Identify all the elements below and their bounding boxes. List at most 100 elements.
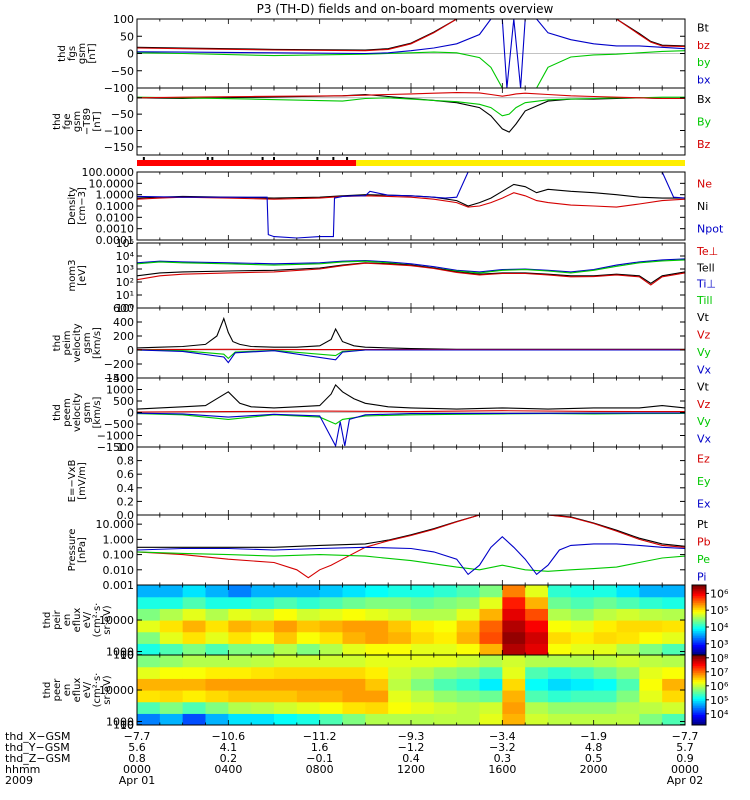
spectrogram-cell: [137, 655, 161, 668]
colorbar-step: [692, 691, 706, 694]
y-axis-title: peim: [62, 330, 73, 355]
spectrogram-cell: [251, 701, 275, 714]
legend-item-Ex: Ex: [697, 498, 711, 511]
spectrogram-cell: [548, 701, 572, 714]
colorbar-tick-label: 10³: [710, 638, 728, 651]
legend-item-Te⊥: Te⊥: [696, 245, 718, 258]
colorbar-step: [692, 676, 706, 679]
colorbar-step: [692, 669, 706, 672]
y-tick-label: 10000: [99, 684, 134, 697]
colorbar-step: [692, 700, 706, 703]
spectrogram-cell: [548, 585, 572, 598]
spectrogram-cell: [639, 608, 663, 621]
spectrogram-cell: [205, 701, 229, 714]
spectrogram-cell: [570, 643, 595, 655]
spectrogram-cell: [593, 678, 618, 691]
spectrogram-cell: [548, 608, 572, 621]
series-line-Pi: [137, 535, 685, 576]
colorbar-step: [692, 670, 706, 673]
footer-value: 0.4: [402, 752, 420, 765]
spectrogram-cell: [662, 655, 685, 668]
colorbar-step: [692, 648, 706, 651]
spectrogram-cell: [616, 596, 640, 609]
spectrogram-cell: [456, 620, 481, 633]
mode-bar-segment: [356, 160, 685, 166]
y-axis-title: eflux: [72, 608, 83, 633]
spectrogram-cell: [137, 713, 161, 725]
footer-value: 0800: [306, 763, 334, 776]
spectrogram-cell: [502, 713, 526, 725]
legend-item-Vy: Vy: [697, 346, 711, 359]
spectrogram-cell: [616, 701, 640, 714]
y-tick-label: 10⁴: [116, 250, 135, 263]
spectrogram-cell: [639, 690, 663, 703]
spectrogram-cell: [137, 701, 161, 714]
spectrogram-cell: [342, 596, 366, 609]
y-tick-label: 10000: [99, 614, 134, 627]
spectrogram-cell: [662, 608, 685, 621]
y-tick-label: 0: [127, 48, 134, 61]
y-tick-label: 400: [113, 316, 134, 329]
spectrogram-cell: [365, 631, 389, 644]
colorbar-step: [692, 695, 706, 698]
spectrogram-cell: [456, 713, 481, 725]
colorbar-step: [692, 639, 706, 642]
spectrogram-cell: [342, 643, 366, 655]
series-line-by: [137, 50, 685, 88]
series-lines: [137, 258, 685, 286]
colorbar-step: [692, 693, 706, 696]
panel-frame: [136, 446, 686, 516]
y-axis-title: velocity: [72, 323, 83, 362]
spectrogram-cell: [456, 701, 481, 714]
y-axis-title: thd: [52, 335, 63, 352]
footer-value: 1600: [488, 763, 516, 776]
spectrogram-cell: [182, 655, 207, 668]
y-tick-label: 0.4: [117, 482, 135, 495]
spectrogram-cell: [525, 608, 549, 621]
y-axis-title: [nT]: [92, 111, 103, 131]
spectrogram-cell: [548, 596, 572, 609]
spectrogram-cell: [205, 596, 229, 609]
spectrogram-cell: [593, 620, 618, 633]
spectrogram-cell: [319, 655, 344, 668]
spectrogram-cell: [296, 655, 321, 668]
spectrogram-cell: [296, 713, 321, 725]
colorbar-step: [692, 716, 706, 719]
spectrogram-cell: [228, 690, 252, 703]
spectrogram-cell: [159, 701, 184, 714]
spectrogram-cell: [548, 631, 572, 644]
colorbar-step: [692, 644, 706, 647]
spectrogram-cell: [296, 585, 321, 598]
spectrogram-cell: [525, 655, 549, 668]
colorbar-step: [692, 662, 706, 665]
spectrogram-cell: [274, 666, 298, 679]
y-axis-title: velocity: [72, 393, 83, 432]
y-axis-title: −T89: [82, 108, 93, 135]
spectrogram-cell: [274, 608, 298, 621]
spectrogram-cell: [411, 666, 435, 679]
legend-item-Bx: Bx: [697, 93, 712, 106]
spectrogram-cell: [319, 666, 344, 679]
spectrogram-cell: [251, 666, 275, 679]
y-axis-title: sr·eV): [102, 605, 113, 634]
spectrogram-cell: [548, 666, 572, 679]
legend-item-Till: Till: [696, 294, 713, 307]
spectrogram-cell: [411, 596, 435, 609]
spectrogram-cell: [593, 713, 618, 725]
mode-bar-tick: [142, 157, 145, 160]
y-tick-label: 10.0000: [89, 177, 135, 190]
spectrogram-cell: [616, 631, 640, 644]
series-line-Npot: [137, 172, 685, 239]
colorbar-step: [692, 651, 706, 654]
colorbar-step: [692, 709, 706, 712]
y-tick-label: 0: [127, 407, 134, 420]
spectrogram-cell: [159, 585, 184, 598]
y-tick-label: 0: [127, 92, 134, 105]
y-tick-label: 0.6: [117, 468, 135, 481]
spectrogram-cell: [182, 585, 207, 598]
legend-item-Vt: Vt: [697, 381, 710, 394]
spectrogram-cell: [639, 666, 663, 679]
